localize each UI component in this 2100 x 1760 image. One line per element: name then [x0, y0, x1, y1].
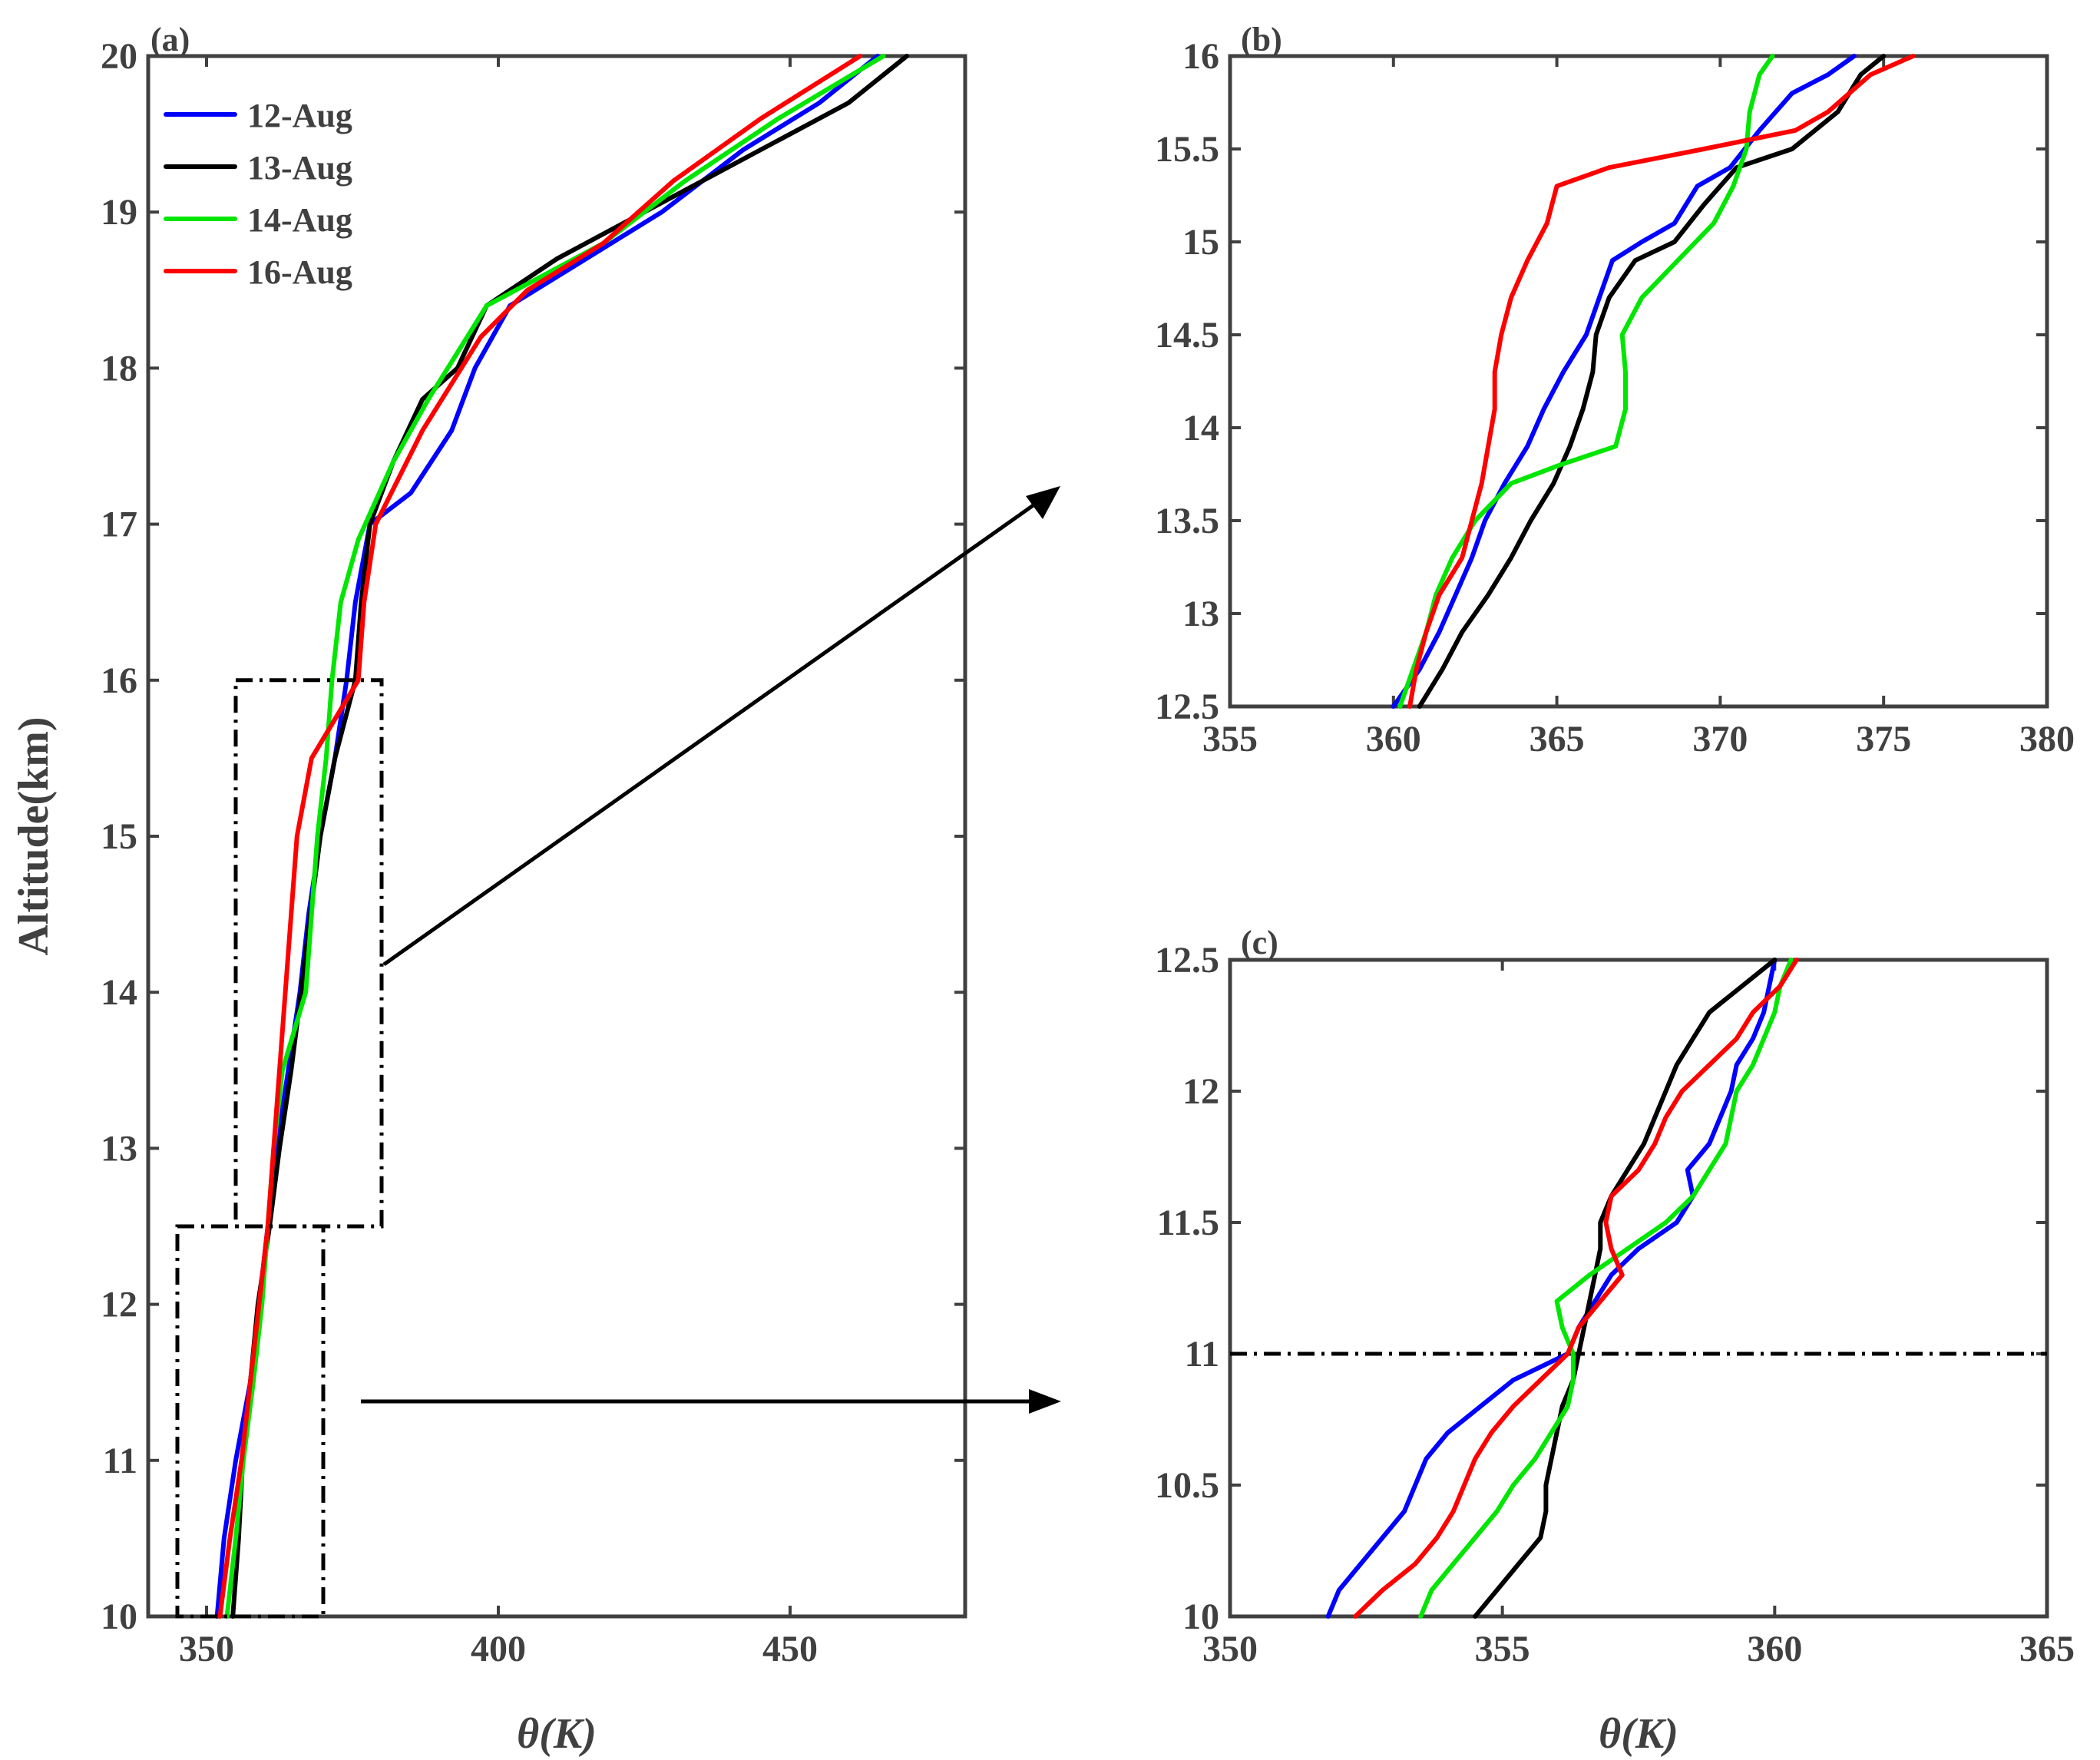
panel-c-xtick-label: 355: [1475, 1629, 1530, 1669]
panel-c-xtick-label: 360: [1747, 1629, 1802, 1669]
panel-a-zoom-boxes: [175, 678, 384, 1619]
panel-b-ticks: 355 360 365 370 375 380 12.5 13 13.5 14 14.5 15 15.5…: [1155, 36, 2075, 759]
panel-b-series-16-aug: [1407, 54, 1916, 709]
panel-c-series-13-aug: [1473, 958, 1778, 1619]
panel-b-ytick-label: 13: [1182, 594, 1219, 634]
panel-c-xtick-label: 365: [2019, 1629, 2075, 1669]
panel-c-ytick-label: 11: [1185, 1334, 1219, 1375]
panel-c-axes-frame: [1228, 958, 2049, 1619]
panel-b: (b) 355 360 365 370 375 380 12.5 13 13.5 14 14.5 15…: [1155, 21, 2075, 759]
panel-c-ytick-label: 10.5: [1155, 1465, 1219, 1506]
panel-a-ylabel: Altitude(km): [10, 716, 58, 955]
panel-a-series-16-aug: [217, 54, 863, 1619]
panel-c-series: [1325, 958, 1799, 1619]
arrow-to-panel-c-head: [1029, 1389, 1061, 1414]
panel-b-label: (b): [1241, 21, 1282, 58]
panel-b-xtick-label: 365: [1530, 719, 1585, 759]
panel-c-ytick-label: 12: [1182, 1071, 1219, 1112]
panel-c-xtick-label: 350: [1202, 1629, 1258, 1669]
panel-a-ytick-label: 12: [101, 1285, 137, 1325]
panel-a-label: (a): [150, 21, 190, 58]
panel-b-series-13-aug: [1417, 54, 1887, 709]
panel-b-ytick-label: 14.5: [1155, 315, 1219, 356]
panel-a-xtick-label: 450: [762, 1629, 818, 1669]
panel-c-series-14-aug: [1418, 958, 1794, 1619]
panel-c-xlabel: θ(K): [1599, 1710, 1678, 1758]
panel-a-xtick-label: 400: [471, 1629, 526, 1669]
panel-a-ytick-label: 18: [101, 348, 137, 389]
panel-b-ytick-label: 12.5: [1155, 686, 1219, 727]
arrow-to-panel-b: [382, 501, 1038, 967]
zoom-arrows: [361, 486, 1061, 1414]
panel-b-series-14-aug: [1397, 54, 1775, 709]
panel-c: (c) 350 355 360 365 10 10.5 11 11.5 12 12.5 θ(K): [1155, 924, 2075, 1758]
panel-a-xtick-label: 350: [179, 1629, 234, 1669]
panel-a-ticks: 350 400 450 10 11 12 13 14 15 16 17 18 19 20: [101, 36, 965, 1669]
panel-b-ytick-label: 16: [1182, 36, 1219, 77]
legend-label-13-aug: 13-Aug: [247, 149, 352, 187]
panel-a-series: [214, 54, 909, 1619]
panel-c-ticks: 350 355 360 365 10 10.5 11 11.5 12 12.5: [1155, 940, 2075, 1669]
panel-a-ytick-label: 11: [103, 1441, 137, 1481]
panel-c-label: (c): [1241, 924, 1278, 961]
panel-b-ytick-label: 15: [1182, 222, 1219, 263]
panel-a-ytick-label: 17: [101, 505, 137, 545]
panel-a-ytick-label: 14: [101, 972, 137, 1013]
panel-c-series-16-aug: [1353, 958, 1799, 1619]
legend-label-14-aug: 14-Aug: [247, 201, 352, 239]
panel-b-series-12-aug: [1391, 54, 1857, 709]
panel-a-ytick-label: 13: [101, 1128, 137, 1169]
panel-b-xtick-label: 380: [2019, 719, 2075, 759]
panel-a-ytick-label: 10: [101, 1596, 137, 1637]
arrow-to-panel-b-head: [1026, 486, 1060, 519]
panel-a: (a) 350 400 450 10 11 12 13 14 15 16 17 18 19 20 12-A…: [10, 21, 967, 1758]
panel-b-xtick-label: 360: [1366, 719, 1421, 759]
panel-c-ytick-label: 12.5: [1155, 940, 1219, 981]
legend-label-16-aug: 16-Aug: [247, 253, 352, 291]
panel-c-series-12-aug: [1325, 958, 1778, 1619]
panel-b-ytick-label: 13.5: [1155, 501, 1219, 541]
panel-a-legend: 12-Aug 13-Aug 14-Aug 16-Aug: [164, 97, 352, 291]
panel-b-xtick-label: 355: [1202, 719, 1258, 759]
panel-b-xtick-label: 370: [1692, 719, 1748, 759]
panel-a-ytick-label: 20: [101, 36, 137, 77]
panel-b-ytick-label: 14: [1182, 408, 1219, 448]
panel-c-ytick-label: 11.5: [1157, 1203, 1219, 1243]
zoom-box--b-: [233, 678, 384, 1229]
panel-b-series: [1391, 54, 1916, 709]
panel-c-ytick-label: 10: [1182, 1596, 1219, 1637]
panel-a-ytick-label: 19: [101, 192, 137, 233]
panel-b-ytick-label: 15.5: [1155, 129, 1219, 170]
panel-b-xtick-label: 375: [1856, 719, 1911, 759]
panel-b-axes-frame: [1228, 54, 2049, 709]
panel-a-ytick-label: 15: [101, 816, 137, 857]
panel-a-series-14-aug: [224, 54, 886, 1619]
panel-a-xlabel: θ(K): [517, 1710, 597, 1758]
legend-label-12-aug: 12-Aug: [247, 97, 352, 134]
zoom-box--c-: [175, 1224, 326, 1619]
panel-a-ytick-label: 16: [101, 660, 137, 701]
